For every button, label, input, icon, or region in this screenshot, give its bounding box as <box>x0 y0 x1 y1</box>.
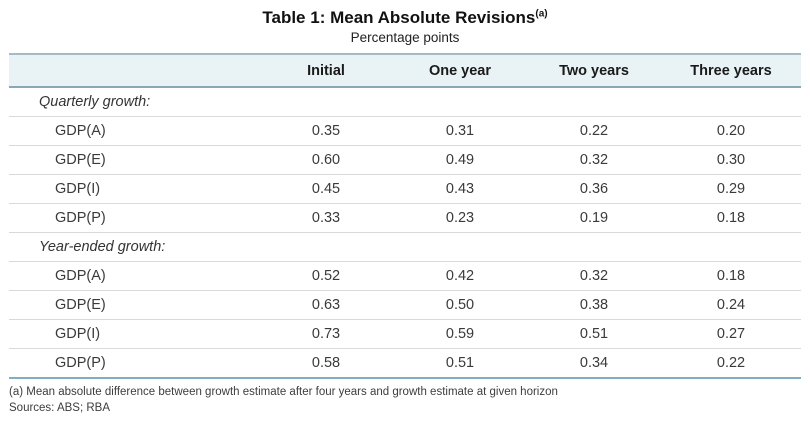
cell-value: 0.36 <box>527 174 661 204</box>
table-subtitle: Percentage points <box>350 30 460 45</box>
cell-value: 0.49 <box>393 145 527 175</box>
table-title-footnote-marker: (a) <box>535 8 548 20</box>
column-header-three-years: Three years <box>661 53 801 88</box>
cell-value: 0.32 <box>527 145 661 175</box>
cell-value: 0.43 <box>393 174 527 204</box>
cell-value: 0.35 <box>259 116 393 146</box>
cell-value: 0.24 <box>661 290 801 320</box>
footnote-a: (a) Mean absolute difference between gro… <box>9 386 558 398</box>
row-label-gdp-a: GDP(A) <box>9 261 259 291</box>
cell-value: 0.63 <box>259 290 393 320</box>
table-row: GDP(E) 0.60 0.49 0.32 0.30 <box>9 145 801 175</box>
cell-value: 0.51 <box>527 319 661 349</box>
cell-value: 0.50 <box>393 290 527 320</box>
cell-value: 0.73 <box>259 319 393 349</box>
cell-value: 0.29 <box>661 174 801 204</box>
cell-value: 0.42 <box>393 261 527 291</box>
sources-line: Sources: ABS; RBA <box>9 402 110 414</box>
table-row: GDP(I) 0.45 0.43 0.36 0.29 <box>9 174 801 204</box>
cell-value: 0.22 <box>661 348 801 379</box>
cell-value: 0.45 <box>259 174 393 204</box>
cell-value: 0.22 <box>527 116 661 146</box>
row-label-gdp-p: GDP(P) <box>9 348 259 379</box>
table-row: GDP(A) 0.35 0.31 0.22 0.20 <box>9 116 801 146</box>
section-label-year-ended-growth: Year-ended growth: <box>9 232 801 262</box>
cell-value: 0.52 <box>259 261 393 291</box>
table-row: GDP(A) 0.52 0.42 0.32 0.18 <box>9 261 801 291</box>
cell-value: 0.51 <box>393 348 527 379</box>
table-row: GDP(E) 0.63 0.50 0.38 0.24 <box>9 290 801 320</box>
column-header-initial: Initial <box>259 53 393 88</box>
corner-cell <box>9 53 259 88</box>
title-block: Table 1: Mean Absolute Revisions(a) Perc… <box>0 0 810 47</box>
cell-value: 0.38 <box>527 290 661 320</box>
cell-value: 0.59 <box>393 319 527 349</box>
row-label-gdp-i: GDP(I) <box>9 174 259 204</box>
row-label-gdp-a: GDP(A) <box>9 116 259 146</box>
row-label-gdp-i: GDP(I) <box>9 319 259 349</box>
cell-value: 0.34 <box>527 348 661 379</box>
cell-value: 0.19 <box>527 203 661 233</box>
cell-value: 0.18 <box>661 203 801 233</box>
cell-value: 0.30 <box>661 145 801 175</box>
table-row: GDP(I) 0.73 0.59 0.51 0.27 <box>9 319 801 349</box>
row-label-gdp-e: GDP(E) <box>9 290 259 320</box>
header-row: Initial One year Two years Three years <box>9 53 801 88</box>
column-header-two-years: Two years <box>527 53 661 88</box>
table-title: Table 1: Mean Absolute Revisions(a) <box>0 7 810 28</box>
section-label-quarterly-growth: Quarterly growth: <box>9 87 801 117</box>
section-row: Year-ended growth: <box>9 232 801 262</box>
revisions-table: Initial One year Two years Three years Q… <box>9 53 801 379</box>
row-label-gdp-p: GDP(P) <box>9 203 259 233</box>
cell-value: 0.60 <box>259 145 393 175</box>
cell-value: 0.32 <box>527 261 661 291</box>
footnotes: (a) Mean absolute difference between gro… <box>9 384 801 416</box>
table-row: GDP(P) 0.58 0.51 0.34 0.22 <box>9 348 801 379</box>
cell-value: 0.23 <box>393 203 527 233</box>
section-row: Quarterly growth: <box>9 87 801 117</box>
cell-value: 0.33 <box>259 203 393 233</box>
column-header-one-year: One year <box>393 53 527 88</box>
cell-value: 0.31 <box>393 116 527 146</box>
cell-value: 0.58 <box>259 348 393 379</box>
cell-value: 0.27 <box>661 319 801 349</box>
cell-value: 0.18 <box>661 261 801 291</box>
table-row: GDP(P) 0.33 0.23 0.19 0.18 <box>9 203 801 233</box>
row-label-gdp-e: GDP(E) <box>9 145 259 175</box>
table-title-text: Table 1: Mean Absolute Revisions <box>262 8 536 27</box>
cell-value: 0.20 <box>661 116 801 146</box>
